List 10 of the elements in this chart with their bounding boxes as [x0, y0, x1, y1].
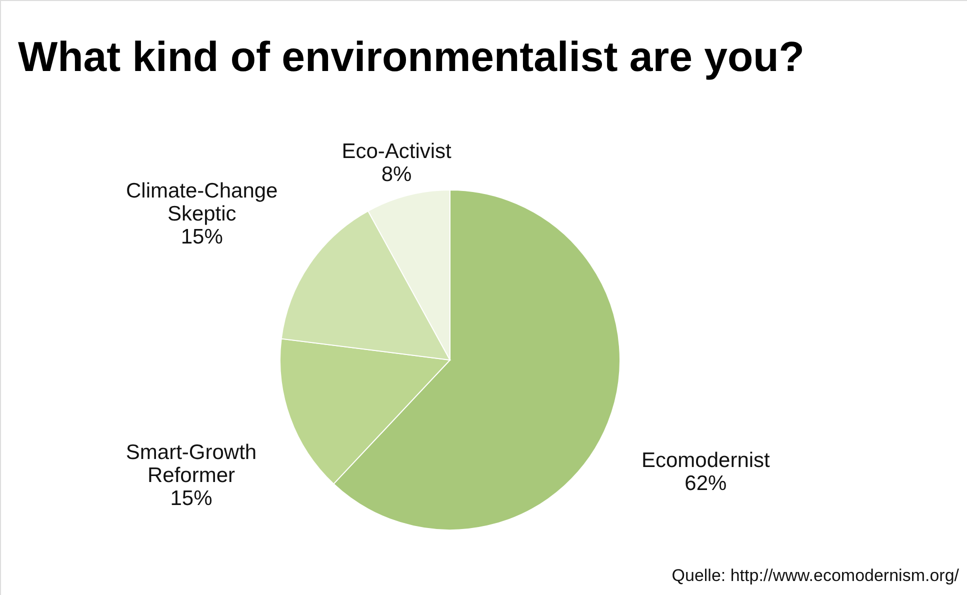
source-note: Quelle: http://www.ecomodernism.org/	[672, 566, 960, 585]
data-label: 62%	[684, 472, 727, 496]
data-label: 15%	[170, 487, 212, 510]
slice-label: Eco-Activist	[342, 140, 452, 163]
slice-label: Climate-Change Skeptic	[126, 179, 278, 226]
slice-label: Ecomodernist	[641, 449, 770, 472]
slice-label: Smart-Growth Reformer	[126, 441, 257, 488]
chart-title: What kind of environmentalist are you?	[18, 33, 804, 80]
data-label: 8%	[381, 162, 412, 186]
data-label: 15%	[180, 225, 223, 248]
